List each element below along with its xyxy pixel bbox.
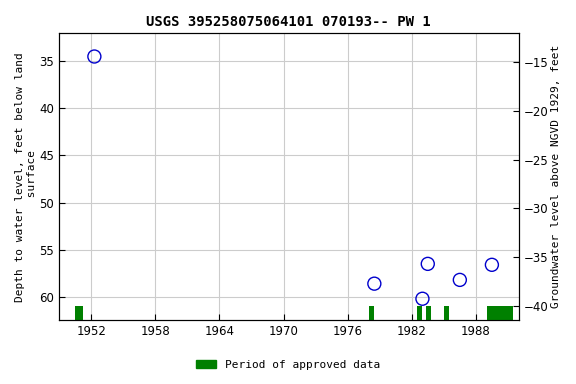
- Bar: [426, 306, 431, 320]
- Bar: [369, 306, 374, 320]
- Bar: [487, 306, 513, 320]
- Bar: [417, 306, 422, 320]
- Y-axis label: Depth to water level, feet below land
 surface: Depth to water level, feet below land su…: [15, 52, 37, 301]
- Bar: [75, 306, 82, 320]
- Point: [418, 296, 427, 302]
- Y-axis label: Groundwater level above NGVD 1929, feet: Groundwater level above NGVD 1929, feet: [551, 45, 561, 308]
- Point: [487, 262, 497, 268]
- Point: [423, 261, 433, 267]
- Bar: [444, 306, 449, 320]
- Legend: Period of approved data: Period of approved data: [191, 356, 385, 375]
- Title: USGS 395258075064101 070193-- PW 1: USGS 395258075064101 070193-- PW 1: [146, 15, 431, 29]
- Point: [455, 277, 464, 283]
- Point: [90, 53, 99, 60]
- Point: [370, 281, 379, 287]
